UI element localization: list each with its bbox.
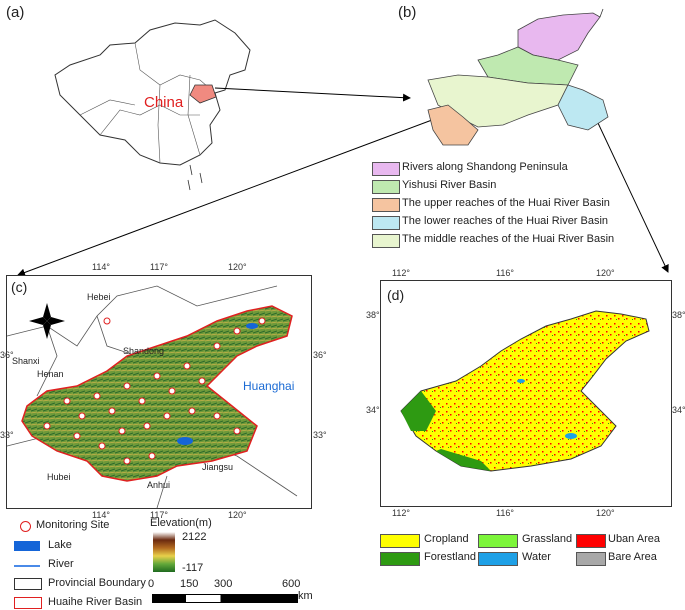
- water-lake: [565, 433, 577, 439]
- scale-bar: [152, 594, 298, 603]
- legend-urban: Uban Area: [608, 533, 660, 545]
- province-shanxi: Shanxi: [12, 356, 40, 366]
- panel-b-label: (b): [398, 4, 417, 21]
- legend-river: River: [48, 558, 74, 570]
- c-top-tick-3: 120°: [228, 262, 247, 272]
- shandong-peninsula-region: [517, 12, 601, 61]
- legend-swatch-yishusi: [372, 180, 400, 194]
- legend-provincial: Provincial Boundary: [48, 577, 146, 589]
- legend-basin: Huaihe River Basin: [48, 596, 143, 608]
- water-small: [517, 379, 525, 383]
- d-right-tick-2: 34°: [672, 405, 685, 415]
- legend-label-lower: The lower reaches of the Huai River Basi…: [402, 215, 609, 227]
- d-bottom-tick-3: 120°: [596, 508, 615, 518]
- lower-reaches-region: [557, 84, 609, 131]
- d-top-tick-3: 120°: [596, 268, 615, 278]
- scale-label-300: 300: [214, 578, 233, 590]
- province-jiangsu: Jiangsu: [202, 462, 234, 472]
- north-arrow-icon: [29, 303, 65, 339]
- legend-label-middle: The middle reaches of the Huai River Bas…: [402, 233, 615, 245]
- legend-cropland: Cropland: [424, 533, 469, 545]
- huai-highlight: [189, 84, 217, 104]
- legend-forestland: Forestland: [424, 551, 476, 563]
- panel-d-label: (d): [387, 287, 405, 303]
- landuse-map: (d): [380, 280, 672, 507]
- lake-hongze: [177, 437, 193, 445]
- panel-c-label: (c): [11, 279, 28, 295]
- legend-swatch-water: [478, 552, 518, 566]
- legend-monitoring: Monitoring Site: [36, 519, 110, 531]
- legend-swatch-lower: [372, 216, 400, 230]
- subbasin-map: [427, 8, 609, 146]
- c-bottom-tick-3: 120°: [228, 510, 247, 520]
- d-left-tick-1: 38°: [366, 310, 380, 320]
- china-label: China: [144, 94, 184, 111]
- elevation-colorbar: [153, 532, 175, 572]
- legend-label-yishusi: Yishusi River Basin: [402, 179, 497, 191]
- c-bottom-tick-1: 114°: [92, 510, 110, 520]
- study-area-svg: [7, 285, 298, 508]
- d-top-tick-2: 116°: [496, 268, 514, 278]
- legend-label-upper: The upper reaches of the Huai River Basi…: [402, 197, 610, 209]
- elevation-title: Elevation(m): [150, 517, 212, 529]
- huai-basin-dem: [21, 305, 293, 482]
- province-henan: Henan: [37, 369, 64, 379]
- c-top-tick-1: 114°: [92, 262, 110, 272]
- legend-grassland: Grassland: [522, 533, 573, 545]
- c-left-tick-1: 36°: [0, 350, 14, 360]
- lake-symbol: [14, 541, 40, 551]
- legend-water: Water: [522, 551, 551, 563]
- scale-label-0: 0: [148, 578, 155, 590]
- monitoring-site-symbol: [20, 521, 31, 532]
- c-right-tick-1: 36°: [313, 350, 327, 360]
- elevation-max: 2122: [182, 531, 207, 543]
- c-bottom-tick-2: 117°: [150, 510, 168, 520]
- d-bottom-tick-2: 116°: [496, 508, 514, 518]
- legend-swatch-urban: [576, 534, 606, 548]
- scale-label-600: 600: [282, 578, 301, 590]
- d-right-tick-1: 38°: [672, 310, 685, 320]
- provincial-boundary-symbol: [14, 578, 42, 590]
- d-bottom-tick-1: 112°: [392, 508, 410, 518]
- monitoring-sites: [43, 317, 266, 465]
- elevation-min: -117: [182, 562, 204, 574]
- c-right-tick-2: 33°: [313, 430, 327, 440]
- legend-lake: Lake: [48, 539, 72, 551]
- landuse-svg: [400, 310, 650, 472]
- c-top-tick-2: 117°: [150, 262, 168, 272]
- upper-reaches-region: [427, 104, 479, 146]
- lake-shandong: [246, 323, 258, 329]
- province-anhui: Anhui: [147, 480, 171, 490]
- legend-swatch-middle: [372, 234, 400, 248]
- study-area-map: (c) Hebei Shanxi Shandong Henan Jiangsu …: [6, 275, 312, 509]
- legend-swatch-cropland: [380, 534, 420, 548]
- legend-swatch-bare: [576, 552, 606, 566]
- legend-bare: Bare Area: [608, 551, 657, 563]
- landuse-basin: [400, 310, 650, 472]
- province-shandong: Shandong: [123, 346, 165, 356]
- legend-swatch-shandong: [372, 162, 400, 176]
- legend-swatch-grassland: [478, 534, 518, 548]
- province-hebei: Hebei: [87, 292, 111, 302]
- forest-west: [401, 391, 436, 431]
- d-left-tick-2: 34°: [366, 405, 380, 415]
- legend-swatch-forestland: [380, 552, 420, 566]
- province-hubei: Hubei: [47, 472, 71, 482]
- scale-label-150: 150: [180, 578, 199, 590]
- forest-south: [436, 449, 491, 471]
- c-left-tick-2: 33°: [0, 430, 14, 440]
- legend-swatch-upper: [372, 198, 400, 212]
- legend-label-shandong: Rivers along Shandong Peninsula: [402, 161, 568, 173]
- basin-boundary-symbol: [14, 597, 42, 609]
- river-symbol: [14, 565, 40, 567]
- panel-a-label: (a): [6, 4, 25, 21]
- sea-label: Huanghai: [243, 379, 295, 393]
- scale-unit: km: [298, 590, 313, 602]
- china-map: [54, 19, 251, 191]
- d-top-tick-1: 112°: [392, 268, 410, 278]
